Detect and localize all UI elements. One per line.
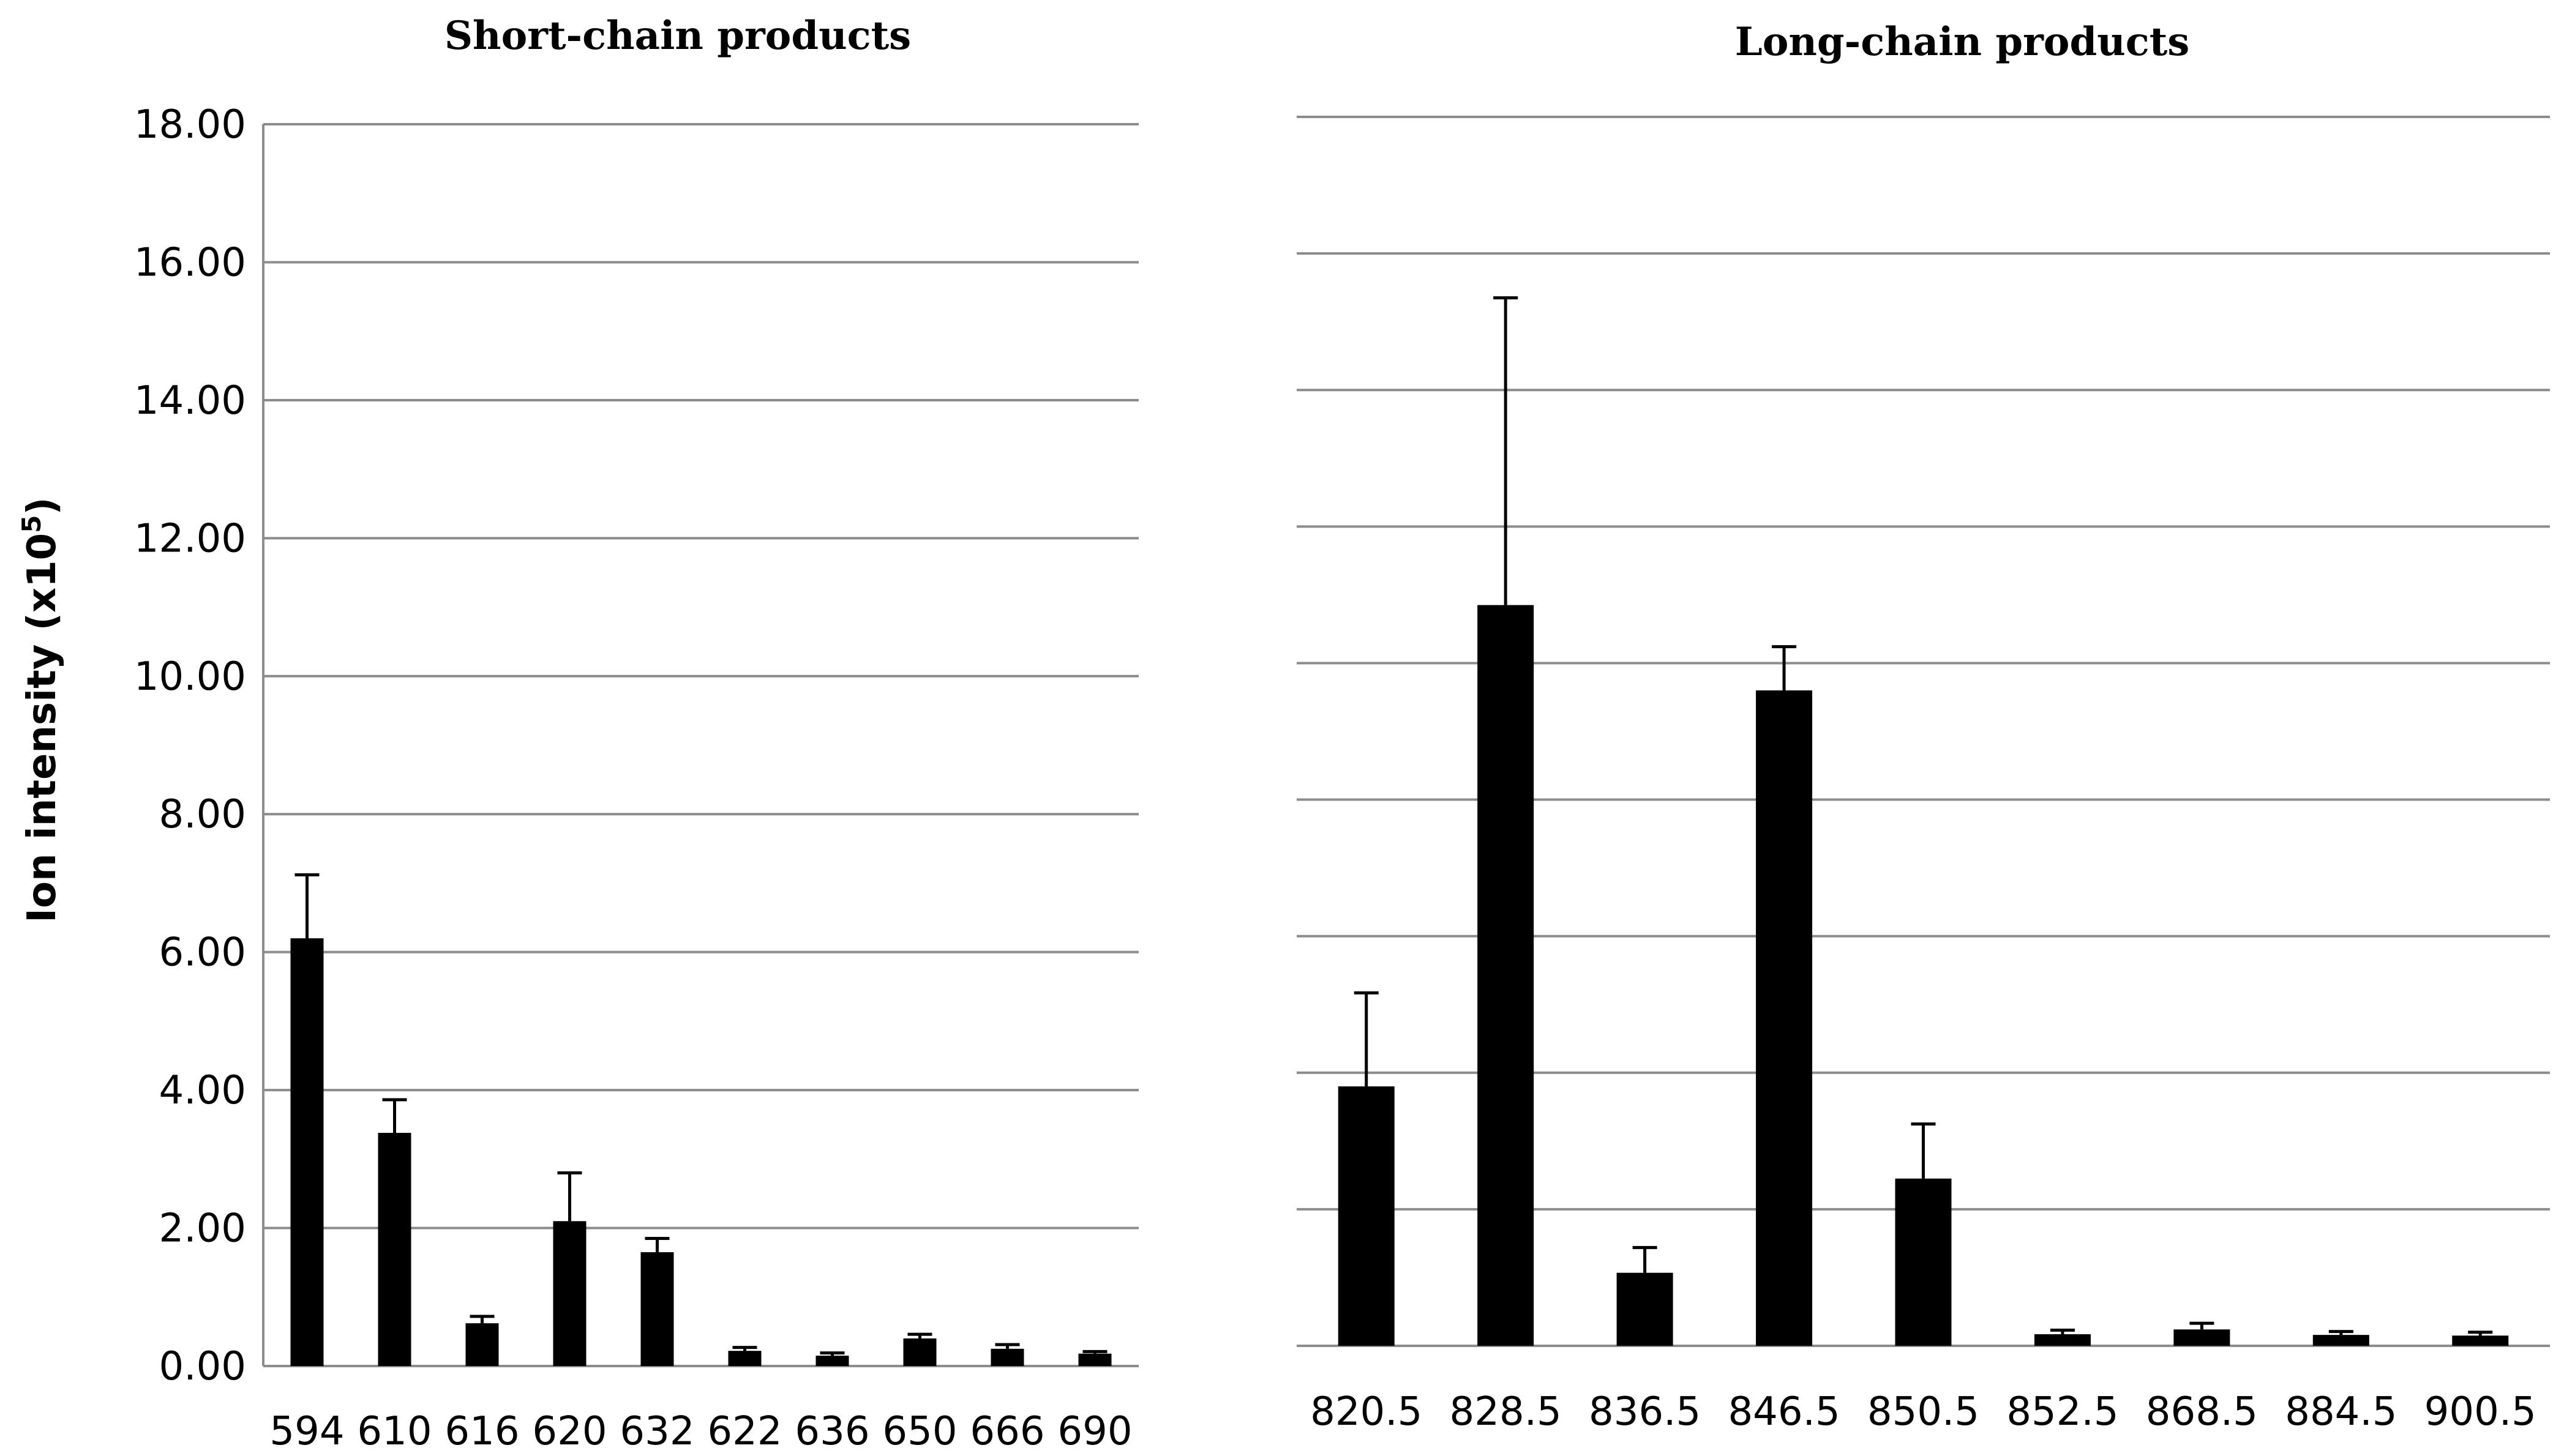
x-tick-label: 690: [1057, 1409, 1132, 1454]
short-chain-x-tick-labels: 594 610 616 620 632 622 636 650 666 690: [269, 1409, 1132, 1454]
x-tick-label: 884.5: [2285, 1389, 2397, 1435]
short-chain-bar-620: [553, 1221, 587, 1366]
long-chain-title: Long-chain products: [1735, 19, 2190, 65]
long-chain-bar-852.5: [2034, 1334, 2091, 1346]
long-chain-bars: [1338, 296, 2509, 1346]
x-tick-label: 666: [970, 1409, 1044, 1454]
x-tick-label: 900.5: [2424, 1389, 2536, 1435]
x-tick-label: 632: [620, 1409, 694, 1454]
short-chain-bar-622: [728, 1351, 762, 1366]
y-tick-label: 8.00: [159, 792, 247, 837]
long-chain-bar-828.5: [1477, 605, 1534, 1346]
long-chain-bar-836.5: [1616, 1272, 1673, 1346]
x-tick-label: 620: [532, 1409, 607, 1454]
y-tick-label: 12.00: [134, 516, 246, 561]
short-chain-panel: Short-chain products Ion intensity (x105…: [17, 13, 1139, 1454]
x-tick-label: 846.5: [1728, 1389, 1840, 1435]
y-tick-label: 14.00: [134, 378, 246, 424]
short-chain-bar-636: [815, 1356, 849, 1366]
short-chain-bar-610: [378, 1132, 411, 1366]
long-chain-bar-884.5: [2312, 1335, 2369, 1346]
y-tick-label: 18.00: [134, 102, 246, 147]
long-chain-bar-868.5: [2173, 1329, 2230, 1346]
x-tick-label: 622: [707, 1409, 782, 1454]
long-chain-panel: Long-chain products 820.5 828.5 836.5 846.5…: [1297, 19, 2550, 1435]
x-tick-label: 616: [444, 1409, 519, 1454]
short-chain-bar-616: [465, 1323, 499, 1366]
y-tick-label: 2.00: [159, 1206, 247, 1252]
x-tick-label: 868.5: [2146, 1389, 2258, 1435]
long-chain-bar-820.5: [1338, 1086, 1395, 1346]
long-chain-x-tick-labels: 820.5 828.5 836.5 846.5 850.5 852.5 868.5 884.5…: [1310, 1389, 2536, 1435]
x-tick-label: 836.5: [1589, 1389, 1701, 1435]
short-chain-bar-632: [640, 1252, 674, 1366]
y-tick-label: 10.00: [134, 654, 246, 700]
short-chain-bar-690: [1078, 1353, 1112, 1366]
x-tick-label: 850.5: [1867, 1389, 1979, 1435]
short-chain-bar-666: [991, 1348, 1024, 1366]
y-tick-label: 6.00: [159, 930, 247, 976]
y-axis-label-superscript: 5: [17, 515, 47, 533]
y-tick-label: 4.00: [159, 1068, 247, 1113]
y-axis-label: Ion intensity (x105): [17, 497, 65, 922]
x-tick-label: 650: [882, 1409, 957, 1454]
short-chain-bar-650: [903, 1338, 937, 1366]
short-chain-y-tick-labels: 0.00 2.00 4.00 6.00 8.00 10.00 12.00 14.00 16.00…: [134, 102, 246, 1389]
long-chain-bar-846.5: [1756, 690, 1813, 1346]
x-tick-label: 820.5: [1310, 1389, 1422, 1435]
x-tick-label: 852.5: [2006, 1389, 2118, 1435]
y-axis-label-close: ): [20, 497, 65, 515]
x-tick-label: 610: [357, 1409, 432, 1454]
y-tick-label: 0.00: [159, 1344, 247, 1389]
long-chain-bar-900.5: [2452, 1335, 2509, 1346]
x-tick-label: 636: [795, 1409, 869, 1454]
y-tick-label: 16.00: [134, 240, 246, 285]
long-chain-bar-850.5: [1895, 1178, 1952, 1346]
x-tick-label: 594: [269, 1409, 344, 1454]
y-axis-label-text: Ion intensity (x10: [20, 533, 65, 923]
short-chain-bar-594: [290, 938, 324, 1366]
x-tick-label: 828.5: [1450, 1389, 1562, 1435]
short-chain-title: Short-chain products: [444, 13, 911, 59]
short-chain-bars: [290, 873, 1112, 1366]
